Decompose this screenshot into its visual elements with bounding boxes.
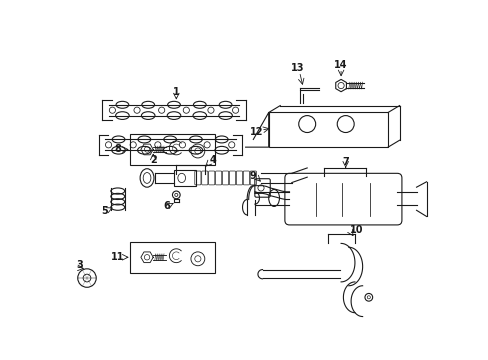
Text: 2: 2 [149,155,156,165]
Text: 12: 12 [249,127,263,137]
Text: 5: 5 [101,206,108,216]
Bar [130,134,214,165]
Bar [130,242,214,273]
Text: 13: 13 [290,63,304,73]
Text: 3: 3 [76,260,82,270]
Text: 1: 1 [173,87,179,97]
Text: 7: 7 [342,157,348,167]
Bar [174,170,195,186]
Text: 9: 9 [249,171,256,181]
Text: 11: 11 [111,252,124,262]
Bar [268,112,387,147]
Text: 10: 10 [349,225,363,235]
Text: 6: 6 [163,202,169,211]
Text: 14: 14 [334,60,347,70]
Text: 8: 8 [114,144,121,154]
Text: 4: 4 [209,155,216,165]
